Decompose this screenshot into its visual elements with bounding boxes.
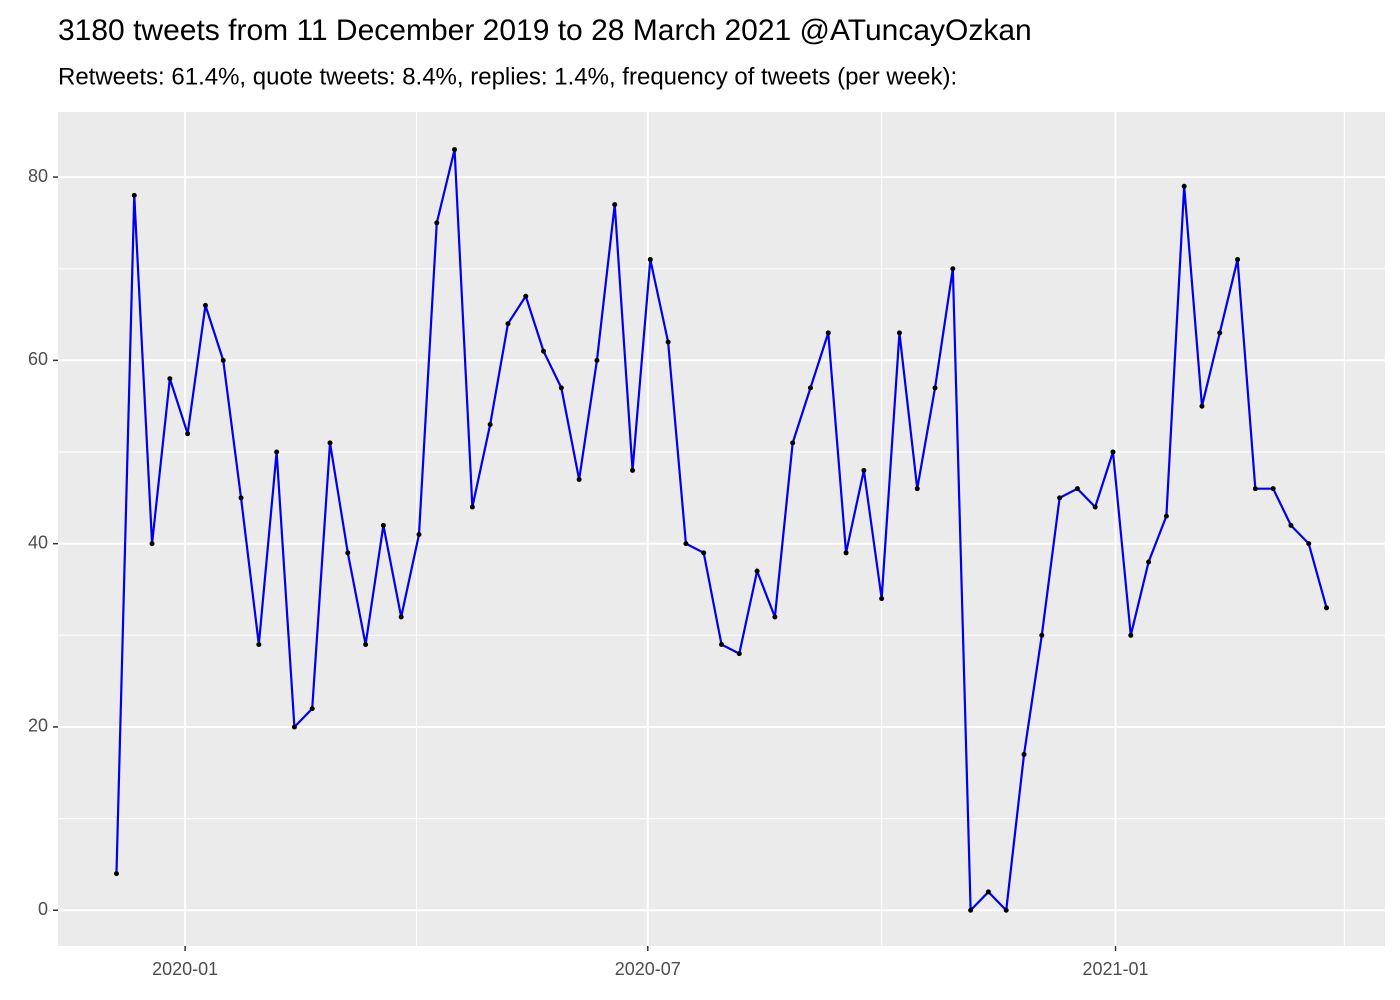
data-point — [701, 550, 707, 556]
data-point — [807, 385, 813, 391]
data-point — [950, 266, 956, 272]
data-point — [1270, 486, 1276, 492]
data-point — [1163, 513, 1169, 519]
data-point — [1306, 541, 1312, 547]
data-point — [238, 495, 244, 501]
data-point — [1217, 330, 1223, 336]
data-point — [398, 614, 404, 620]
data-point — [736, 651, 742, 657]
data-point — [665, 339, 671, 345]
data-point — [630, 467, 636, 473]
data-point — [1057, 495, 1063, 501]
data-point — [149, 541, 155, 547]
data-point — [487, 422, 493, 428]
data-point — [452, 147, 458, 153]
data-point — [505, 321, 511, 327]
data-point — [541, 348, 547, 354]
data-point — [274, 449, 280, 455]
x-tick-label: 2020-01 — [152, 959, 218, 979]
data-point — [825, 330, 831, 336]
y-tick-label: 0 — [38, 899, 48, 919]
data-point — [1235, 257, 1241, 263]
data-point — [1288, 522, 1294, 528]
data-point — [469, 504, 475, 510]
x-tick-label: 2020-07 — [615, 959, 681, 979]
data-point — [558, 385, 564, 391]
data-point — [1074, 486, 1080, 492]
data-point — [220, 357, 226, 363]
data-point — [1039, 632, 1045, 638]
data-point — [576, 477, 582, 483]
data-point — [843, 550, 849, 556]
data-point — [914, 486, 920, 492]
data-point — [434, 220, 440, 226]
data-point — [719, 641, 724, 647]
data-point — [594, 357, 600, 363]
data-point — [523, 293, 529, 299]
data-point — [932, 385, 938, 391]
chart-subtitle: Retweets: 61.4%, quote tweets: 8.4%, rep… — [58, 63, 957, 90]
data-point — [647, 257, 653, 263]
data-point — [327, 440, 333, 446]
y-tick-label: 80 — [28, 166, 48, 186]
data-point — [772, 614, 778, 620]
data-point — [1021, 751, 1027, 757]
chart-title: 3180 tweets from 11 December 2019 to 28 … — [58, 14, 1032, 47]
data-point — [309, 706, 315, 712]
y-tick-label: 40 — [28, 532, 48, 552]
data-point — [113, 871, 119, 877]
data-point — [879, 596, 885, 602]
data-point — [380, 522, 386, 528]
data-point — [968, 907, 974, 913]
data-point — [1128, 632, 1134, 638]
data-point — [1324, 605, 1330, 611]
y-tick-label: 20 — [28, 716, 48, 736]
data-point — [185, 431, 191, 437]
plot-panel — [58, 112, 1385, 946]
data-point — [167, 376, 173, 382]
data-point — [1252, 486, 1258, 492]
data-point — [754, 568, 760, 574]
data-point — [1199, 403, 1205, 409]
x-tick-label: 2021-01 — [1083, 959, 1149, 979]
data-point — [291, 724, 297, 730]
data-point — [1003, 907, 1009, 913]
data-point — [131, 192, 137, 198]
data-point — [1092, 504, 1098, 510]
data-point — [896, 330, 902, 336]
data-point — [790, 440, 796, 446]
data-point — [1146, 559, 1152, 565]
data-point — [345, 550, 351, 556]
data-point — [1110, 449, 1116, 455]
data-point — [861, 467, 867, 473]
data-point — [612, 202, 618, 208]
data-point — [202, 302, 208, 308]
data-point — [683, 541, 689, 547]
data-point — [1181, 183, 1187, 189]
data-point — [416, 531, 422, 537]
data-point — [985, 889, 991, 895]
data-point — [256, 641, 262, 647]
data-point — [363, 641, 369, 647]
y-tick-label: 60 — [28, 349, 48, 369]
